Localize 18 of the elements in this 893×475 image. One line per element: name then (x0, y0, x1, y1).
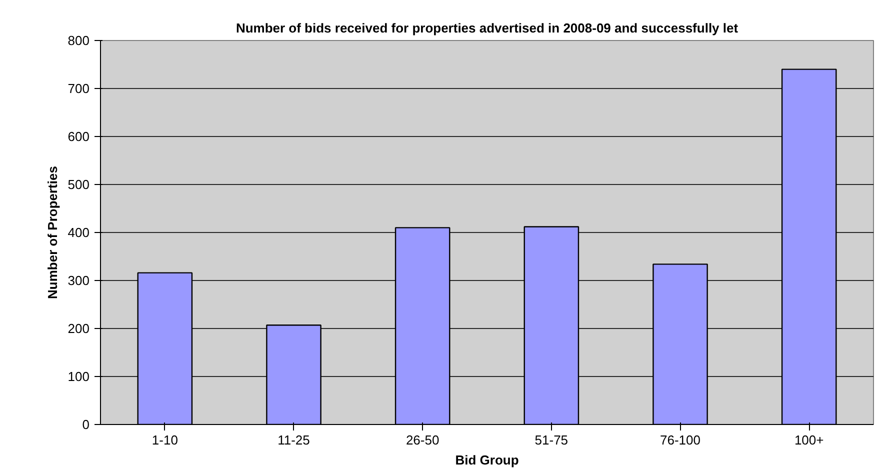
y-tick-label: 300 (68, 273, 90, 288)
y-tick-label: 400 (68, 225, 90, 240)
y-tick-label: 700 (68, 81, 90, 96)
x-tick-label: 100+ (794, 432, 824, 448)
x-axis-title: Bid Group (455, 452, 519, 468)
x-tick-label: 26-50 (406, 432, 440, 448)
x-tick-label: 76-100 (660, 432, 700, 448)
y-axis-title: Number of Properties (44, 166, 60, 299)
y-tick-label: 600 (68, 129, 90, 144)
y-tick-label: 800 (68, 33, 90, 48)
x-tick-label: 11-25 (278, 432, 310, 448)
y-tick-label: 500 (68, 177, 90, 192)
chart-title: Number of bids received for properties advertised in 2008-09 and successfully let (236, 20, 739, 36)
y-tick-label: 0 (82, 417, 90, 432)
y-tick-label: 100 (68, 369, 90, 384)
y-tick-label: 200 (68, 321, 90, 336)
x-tick-label: 51-75 (534, 432, 568, 448)
x-tick-label: 1-10 (152, 432, 178, 448)
